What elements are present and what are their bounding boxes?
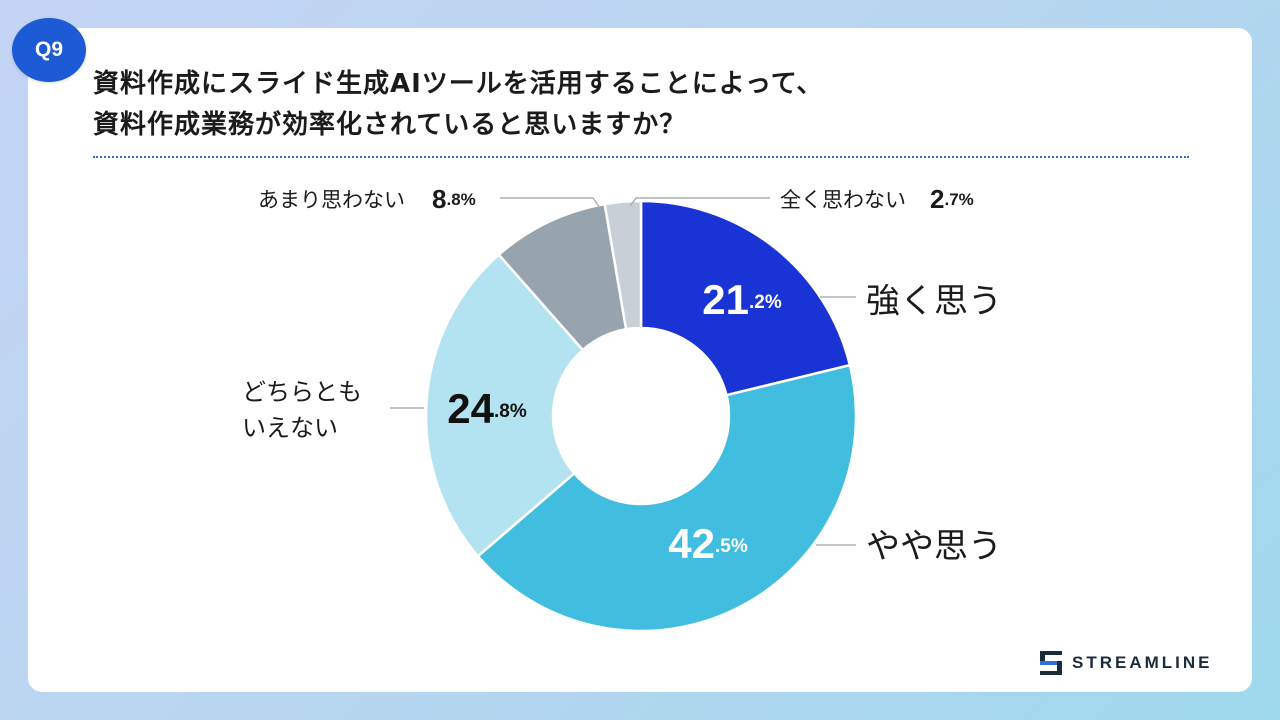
title-divider [93, 156, 1189, 158]
slice-label-2-line-1: どちらとも [242, 378, 362, 406]
slice-label-0: 強く思う [866, 282, 1002, 322]
slice-value-4: 2.7% [930, 184, 974, 214]
title-line-1: 資料作成にスライド生成AIツールを活用することによって、 [93, 69, 824, 99]
slice-label-3: あまり思わない [258, 188, 405, 212]
brand-logo: STREAMLINE [1040, 650, 1213, 676]
slice-0 [639, 199, 852, 397]
title-line-2: 資料作成業務が効率化されていると思いますか？ [93, 110, 687, 140]
question-badge: Q9 [12, 18, 86, 82]
page-title: 資料作成にスライド生成AIツールを活用することによって、 資料作成業務が効率化さ… [93, 64, 1093, 146]
slice-label-2-line-2: いえない [242, 414, 338, 442]
slice-value-2: 24.8% [447, 385, 527, 432]
brand-name: STREAMLINE [1072, 653, 1213, 672]
slice-label-1: やや思う [866, 527, 1002, 567]
slice-label-4: 全く思わない [780, 188, 906, 212]
slice-value-3: 8.8% [432, 184, 476, 214]
slice-1 [476, 363, 858, 633]
leader-line-4 [629, 197, 770, 207]
slice-2 [424, 252, 585, 558]
slice-value-0: 21.2% [702, 276, 782, 323]
slice-value-1: 42.5% [668, 520, 748, 567]
streamline-logo-icon [1040, 651, 1062, 675]
slice-4 [603, 199, 643, 331]
leader-line-3 [500, 197, 601, 209]
